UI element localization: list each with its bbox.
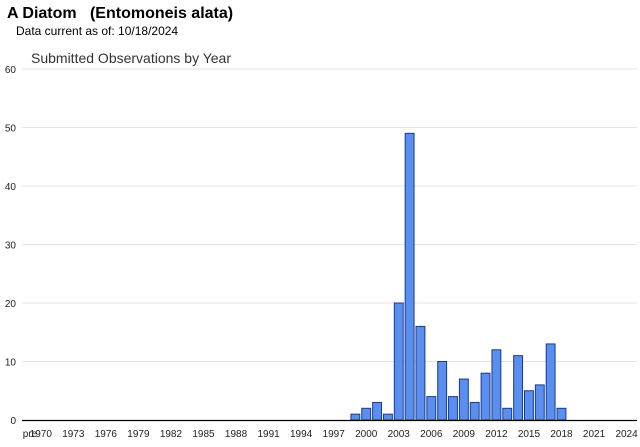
bar-2003 xyxy=(393,302,404,421)
x-tick-label: 1991 xyxy=(257,429,280,440)
x-tick-label: 1979 xyxy=(127,429,150,440)
bar-2013 xyxy=(502,407,513,421)
y-tick-label: 40 xyxy=(5,182,17,193)
bars xyxy=(350,132,567,421)
bar-2005 xyxy=(415,325,426,421)
x-tick-label: 2012 xyxy=(485,429,508,440)
bar-2016 xyxy=(534,384,545,421)
x-tick-label: pre xyxy=(23,429,38,440)
x-tick-label: 2003 xyxy=(388,429,411,440)
bar-2002 xyxy=(382,413,393,421)
y-tick-label: 30 xyxy=(5,241,17,252)
x-tick-label: 2018 xyxy=(550,429,573,440)
x-tick-label: 1973 xyxy=(62,429,85,440)
bar-2008 xyxy=(448,396,458,421)
gridlines xyxy=(22,68,637,362)
x-tick-label: 2009 xyxy=(453,429,476,440)
bar-2012 xyxy=(491,349,502,421)
x-tick-label: 2021 xyxy=(583,429,606,440)
bar-2015 xyxy=(523,390,534,421)
bar-2004 xyxy=(404,132,415,421)
bar-2014 xyxy=(513,355,524,421)
y-tick-label: 0 xyxy=(10,416,16,427)
chart-container: Submitted Observations by Year 0 10 20 30 40… xyxy=(0,44,640,442)
bar-2009 xyxy=(458,378,469,421)
x-tick-label: 1985 xyxy=(192,429,215,440)
y-tick-label: 60 xyxy=(5,65,17,76)
x-tick-label: 1997 xyxy=(323,429,346,440)
x-tick-label: 1982 xyxy=(160,429,183,440)
page-header: A Diatom (Entomoneis alata) Data current… xyxy=(7,4,633,38)
x-tick-label: 1970 xyxy=(30,429,53,440)
bar-2018 xyxy=(556,407,567,421)
data-current-note: Data current as of: 10/18/2024 xyxy=(16,24,179,38)
bar-1999 xyxy=(350,413,361,421)
y-tick-label: 50 xyxy=(5,124,17,135)
species-title: A Diatom (Entomoneis alata) xyxy=(7,5,234,22)
x-tick-label: 2015 xyxy=(518,429,541,440)
x-tick-label: 2000 xyxy=(355,429,378,440)
chart-title: Submitted Observations by Year xyxy=(31,50,231,66)
x-tick-label: 1988 xyxy=(225,429,248,440)
bar-2006 xyxy=(426,396,437,421)
bar-2001 xyxy=(372,401,383,421)
x-tick-label: 1976 xyxy=(95,429,118,440)
bar-2000 xyxy=(361,407,372,421)
x-tick-label: 2024 xyxy=(615,429,638,440)
y-tick-label: 20 xyxy=(5,299,17,310)
observations-bar-chart: Submitted Observations by Year 0 10 20 30 40… xyxy=(5,50,638,440)
bar-2007 xyxy=(437,361,448,421)
x-tick-label: 1994 xyxy=(290,429,313,440)
bar-2017 xyxy=(545,343,556,421)
x-tick-label: 2006 xyxy=(420,429,443,440)
y-tick-label: 10 xyxy=(5,358,17,369)
bar-2011 xyxy=(480,372,491,421)
bar-2010 xyxy=(469,401,480,421)
